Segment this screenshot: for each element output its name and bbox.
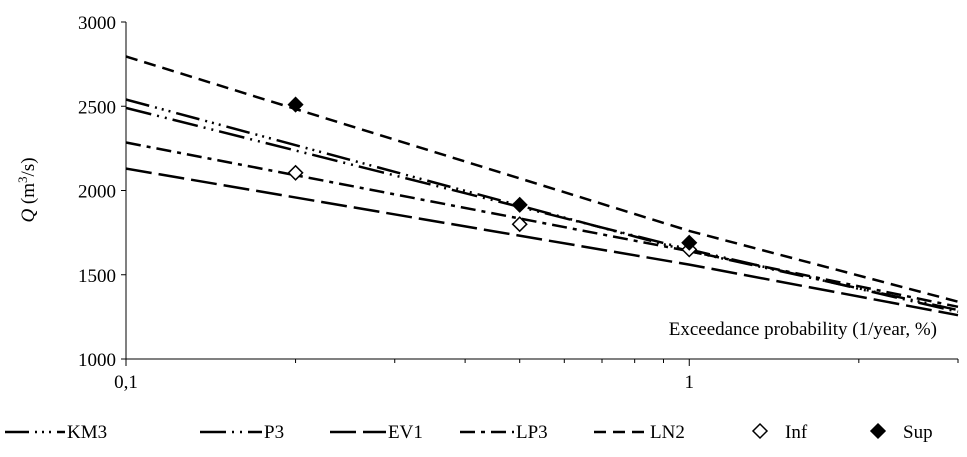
series-line-ln2 (125, 55, 959, 303)
y-axis-label-exp: 3 (15, 176, 30, 183)
legend: KM3 P3 EV1 LP3 LN2 Inf Sup (5, 422, 933, 443)
series-point-sup (287, 96, 304, 113)
x-ticks: 0,1 1 (114, 359, 959, 393)
x-axis-label: Exceedance probability (1/year, %) (669, 319, 937, 340)
series-line-lp3 (125, 141, 959, 309)
series-point-inf (287, 164, 304, 181)
series-layer (125, 55, 959, 317)
legend-label-p3: P3 (264, 422, 284, 443)
series-point-sup (511, 196, 528, 213)
legend-label-ev1: EV1 (388, 422, 423, 443)
y-tick-label: 2500 (78, 97, 116, 118)
x-tick-label: 1 (685, 372, 695, 393)
y-tick-label: 3000 (78, 13, 116, 34)
y-tick-label: 1000 (78, 350, 116, 371)
y-tick-label: 1500 (78, 266, 116, 287)
y-axis-label-suffix: /s) (18, 157, 39, 176)
legend-swatch-inf (751, 422, 769, 440)
legend-label-ln2: LN2 (650, 422, 685, 443)
y-ticks: 1000 1500 2000 2500 3000 (78, 13, 126, 371)
legend-swatch-sup (869, 422, 887, 440)
series-line-ev1 (125, 167, 959, 317)
y-axis-label-symbol: Q (18, 209, 39, 223)
y-tick-label: 2000 (78, 182, 116, 203)
legend-label-sup: Sup (903, 422, 933, 443)
series-point-sup (681, 234, 698, 251)
y-axis-label: Q (m3/s) (15, 157, 40, 222)
legend-label-inf: Inf (785, 422, 808, 443)
y-axis-label-prefix: (m (18, 183, 39, 209)
legend-label-lp3: LP3 (516, 422, 548, 443)
series-point-inf (511, 216, 528, 233)
x-tick-label: 0,1 (114, 372, 138, 393)
series-line-km3 (125, 98, 959, 312)
legend-label-km3: KM3 (67, 422, 107, 443)
